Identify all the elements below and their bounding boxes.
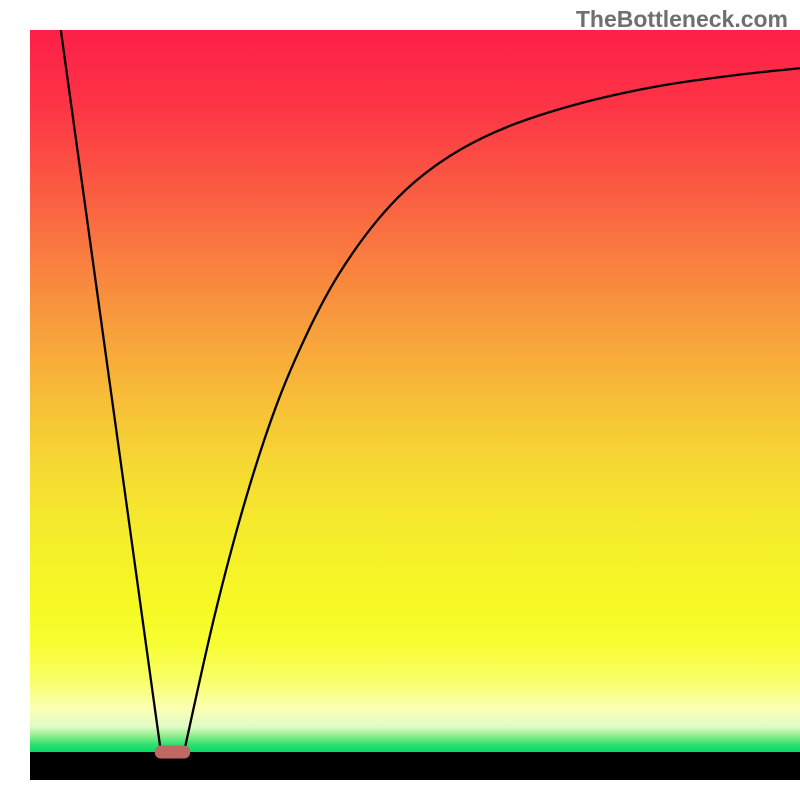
chart-container: TheBottleneck.com [0, 0, 800, 800]
bottleneck-curve-chart [0, 0, 800, 800]
watermark-text: TheBottleneck.com [576, 6, 788, 33]
bottleneck-marker [155, 746, 190, 759]
